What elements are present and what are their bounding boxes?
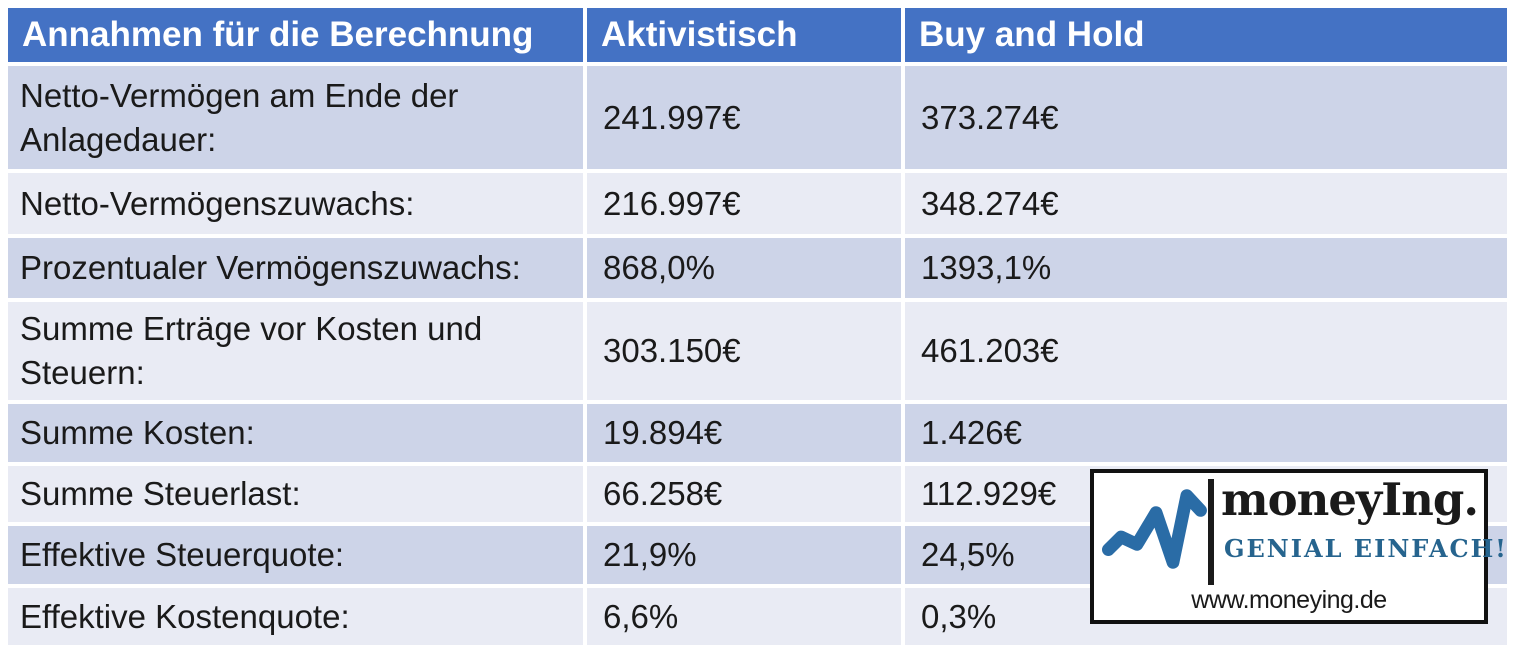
row-label-effective-tax-rate: Effektive Steuerquote:: [8, 526, 583, 584]
table-header-buy-and-hold: Buy and Hold: [905, 8, 1507, 62]
row-value-activist: 216.997€: [587, 173, 901, 234]
row-value-activist: 241.997€: [587, 66, 901, 169]
row-label-percent-growth: Prozentualer Vermögenszuwachs:: [8, 238, 583, 298]
row-label-sum-taxes: Summe Steuerlast:: [8, 466, 583, 522]
row-value-buy-and-hold: 348.274€: [905, 173, 1507, 234]
row-value-buy-and-hold: 1.426€: [905, 404, 1507, 462]
row-value-activist: 868,0%: [587, 238, 901, 298]
row-value-activist: 19.894€: [587, 404, 901, 462]
table-header-activist: Aktivistisch: [587, 8, 901, 62]
row-label-sum-costs: Summe Kosten:: [8, 404, 583, 462]
row-label-sum-returns: Summe Erträge vor Kosten und Steuern:: [8, 302, 583, 400]
logo-website-url: www.moneying.de: [1191, 586, 1387, 614]
stock-zigzag-icon: [1102, 489, 1207, 569]
row-label-net-asset-growth: Netto-Vermögenszuwachs:: [8, 173, 583, 234]
row-value-activist: 66.258€: [587, 466, 901, 522]
logo-brand-text: moneyIng.: [1221, 473, 1479, 526]
row-label-effective-cost-rate: Effektive Kostenquote:: [8, 588, 583, 645]
logo-divider-bar: [1208, 479, 1214, 585]
table-header-assumptions: Annahmen für die Berechnung: [8, 8, 583, 62]
row-value-activist: 21,9%: [587, 526, 901, 584]
row-value-buy-and-hold: 1393,1%: [905, 238, 1507, 298]
row-value-activist: 303.150€: [587, 302, 901, 400]
logo-tagline-text: GENIAL EINFACH!: [1224, 534, 1508, 563]
moneying-logo: moneyIng. GENIAL EINFACH! www.moneying.d…: [1090, 469, 1506, 624]
row-value-buy-and-hold: 373.274€: [905, 66, 1507, 169]
row-label-net-assets-end: Netto-Vermögen am Ende der Anlagedauer:: [8, 66, 583, 169]
comparison-table: Annahmen für die Berechnung Aktivistisch…: [8, 8, 1507, 645]
row-value-buy-and-hold: 461.203€: [905, 302, 1507, 400]
row-value-activist: 6,6%: [587, 588, 901, 645]
